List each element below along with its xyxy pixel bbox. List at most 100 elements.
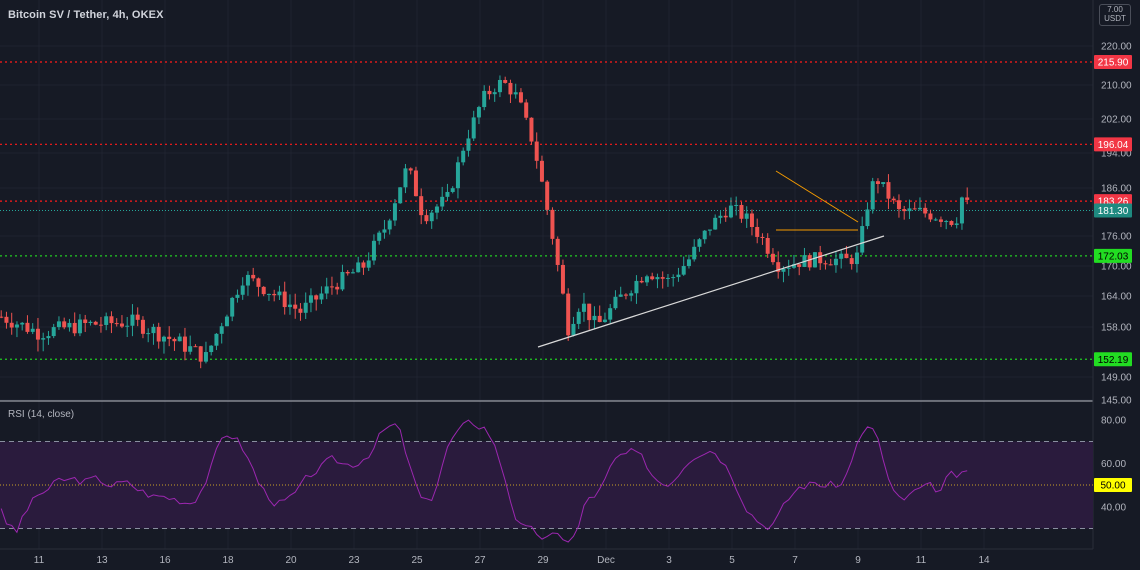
candle[interactable] — [9, 322, 14, 328]
candle[interactable] — [597, 315, 602, 323]
candle[interactable] — [818, 252, 823, 264]
candle[interactable] — [235, 294, 240, 298]
candle[interactable] — [324, 286, 329, 294]
candle[interactable] — [188, 346, 193, 352]
candle[interactable] — [146, 333, 151, 335]
candle[interactable] — [592, 315, 597, 321]
candle[interactable] — [482, 90, 487, 108]
candle[interactable] — [114, 323, 119, 325]
candle[interactable] — [67, 322, 72, 328]
candle[interactable] — [923, 207, 928, 214]
candle[interactable] — [555, 238, 560, 265]
candle[interactable] — [440, 196, 445, 207]
candle[interactable] — [954, 223, 959, 225]
candle[interactable] — [403, 168, 408, 188]
candle[interactable] — [387, 220, 392, 230]
ascending-trendline[interactable] — [537, 235, 885, 348]
candle[interactable] — [896, 200, 901, 210]
candle[interactable] — [608, 308, 613, 320]
candle[interactable] — [828, 264, 833, 266]
candle[interactable] — [881, 182, 886, 184]
candle[interactable] — [98, 324, 103, 326]
candle[interactable] — [681, 266, 686, 275]
candle[interactable] — [650, 276, 655, 280]
candle[interactable] — [219, 326, 224, 334]
candle[interactable] — [471, 117, 476, 139]
candle[interactable] — [209, 345, 214, 353]
candle[interactable] — [791, 264, 796, 268]
candle[interactable] — [287, 304, 292, 308]
candle[interactable] — [298, 308, 303, 313]
candle[interactable] — [886, 182, 891, 199]
candle[interactable] — [109, 316, 114, 324]
candle[interactable] — [812, 252, 817, 268]
candle[interactable] — [272, 293, 277, 296]
rsi-axis[interactable]: 80.00 60.00 40.00 — [1101, 415, 1126, 513]
candle[interactable] — [539, 160, 544, 182]
candle[interactable] — [854, 252, 859, 265]
candle[interactable] — [807, 255, 812, 268]
candle[interactable] — [576, 311, 581, 324]
candle[interactable] — [83, 319, 88, 323]
candle[interactable] — [739, 204, 744, 219]
candle[interactable] — [623, 294, 628, 296]
candle[interactable] — [487, 90, 492, 95]
candle[interactable] — [508, 82, 513, 95]
candle[interactable] — [566, 293, 571, 336]
candle[interactable] — [72, 322, 77, 334]
candle[interactable] — [182, 336, 187, 352]
candle[interactable] — [629, 293, 634, 296]
candle[interactable] — [382, 229, 387, 233]
candle[interactable] — [749, 213, 754, 227]
candle[interactable] — [781, 268, 786, 272]
candle[interactable] — [844, 253, 849, 259]
candle[interactable] — [529, 117, 534, 142]
candle[interactable] — [865, 209, 870, 227]
candle[interactable] — [776, 262, 781, 272]
candle[interactable] — [398, 187, 403, 204]
candle[interactable] — [707, 229, 712, 231]
candle[interactable] — [51, 327, 56, 337]
candle[interactable] — [245, 274, 250, 286]
candle[interactable] — [256, 278, 261, 287]
candle[interactable] — [613, 296, 618, 309]
candle[interactable] — [849, 258, 854, 265]
horizontal-levels[interactable] — [0, 61, 1093, 360]
candle[interactable] — [560, 264, 565, 294]
candle[interactable] — [765, 237, 770, 254]
candle[interactable] — [251, 274, 256, 279]
candle[interactable] — [282, 291, 287, 308]
candle[interactable] — [140, 319, 145, 334]
candle[interactable] — [392, 203, 397, 221]
candle[interactable] — [340, 271, 345, 290]
candle[interactable] — [602, 319, 607, 323]
candle[interactable] — [686, 259, 691, 267]
candle[interactable] — [214, 333, 219, 346]
candle[interactable] — [839, 253, 844, 259]
candle[interactable] — [513, 92, 518, 95]
candle[interactable] — [534, 141, 539, 161]
candle[interactable] — [172, 338, 177, 342]
candle[interactable] — [4, 316, 9, 323]
candle[interactable] — [156, 326, 161, 342]
candle[interactable] — [713, 217, 718, 230]
candle[interactable] — [177, 336, 182, 342]
candle[interactable] — [461, 150, 466, 163]
candle[interactable] — [371, 240, 376, 261]
candle[interactable] — [135, 314, 140, 320]
candle[interactable] — [692, 246, 697, 260]
candle[interactable] — [587, 303, 592, 321]
candle[interactable] — [151, 326, 156, 334]
candle[interactable] — [41, 338, 46, 340]
candle[interactable] — [634, 280, 639, 294]
candle[interactable] — [293, 304, 298, 309]
candle[interactable] — [503, 79, 508, 83]
candle[interactable] — [366, 260, 371, 268]
candle[interactable] — [356, 262, 361, 273]
candle[interactable] — [550, 209, 555, 239]
candle[interactable] — [161, 336, 166, 342]
candle[interactable] — [266, 293, 271, 295]
candle[interactable] — [497, 79, 502, 93]
candle[interactable] — [56, 321, 61, 328]
candle[interactable] — [77, 319, 82, 334]
